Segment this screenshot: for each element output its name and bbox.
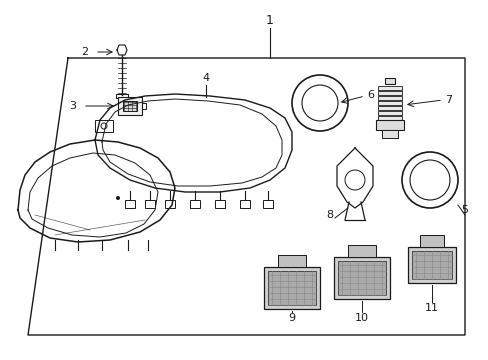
Bar (215, 200, 224, 208)
Bar (377, 101, 401, 105)
Bar (118, 97, 142, 115)
Bar (337, 261, 385, 295)
Bar (240, 200, 249, 208)
Text: 9: 9 (288, 313, 295, 323)
Bar (375, 120, 403, 130)
Bar (145, 200, 155, 208)
Bar (267, 271, 315, 305)
Bar (377, 86, 401, 90)
Text: 11: 11 (424, 303, 438, 313)
Circle shape (345, 170, 364, 190)
Circle shape (291, 75, 347, 131)
Bar (190, 200, 200, 208)
Text: 2: 2 (81, 47, 88, 57)
Text: 5: 5 (461, 205, 468, 215)
Bar (384, 78, 394, 84)
Text: 3: 3 (69, 101, 76, 111)
Bar (164, 200, 175, 208)
Bar (411, 251, 451, 279)
Text: 6: 6 (366, 90, 373, 100)
Bar (347, 245, 375, 257)
Bar (377, 96, 401, 100)
Bar (381, 130, 397, 138)
Circle shape (116, 196, 120, 200)
Bar (123, 101, 137, 111)
Bar (264, 267, 319, 309)
Text: 1: 1 (265, 13, 273, 27)
Bar (116, 94, 128, 98)
Bar (377, 91, 401, 95)
Circle shape (401, 152, 457, 208)
Circle shape (302, 85, 337, 121)
Bar (377, 111, 401, 115)
Text: 7: 7 (444, 95, 451, 105)
Bar (333, 257, 389, 299)
Bar (125, 200, 135, 208)
Text: 10: 10 (354, 313, 368, 323)
Bar (377, 106, 401, 110)
Bar (419, 235, 443, 247)
Text: 8: 8 (326, 210, 333, 220)
Bar (377, 116, 401, 120)
Text: 4: 4 (202, 73, 209, 83)
Bar (142, 103, 146, 109)
Bar (278, 255, 305, 267)
Bar (263, 200, 272, 208)
Circle shape (409, 160, 449, 200)
Bar (95, 120, 113, 132)
Bar (407, 247, 455, 283)
